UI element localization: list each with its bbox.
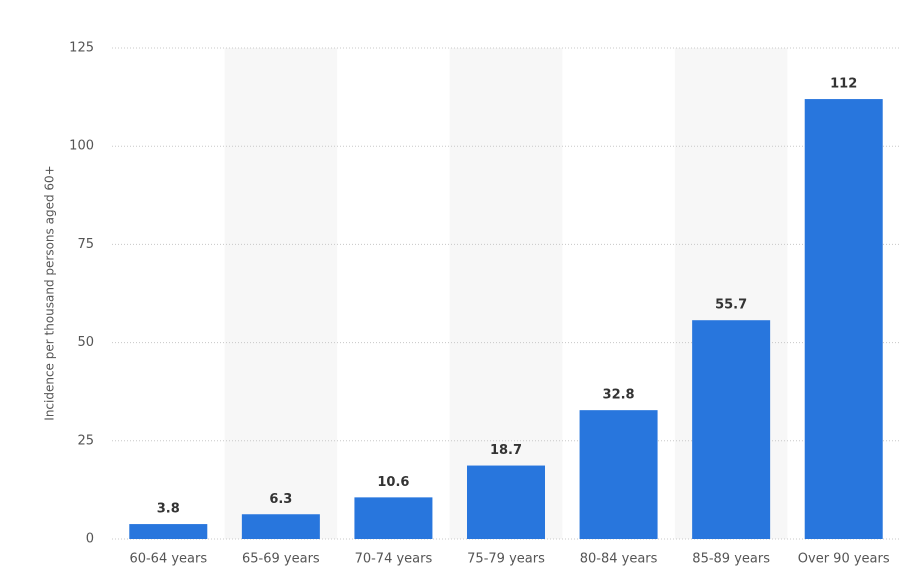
y-axis-label: Incidence per thousand persons aged 60+	[43, 165, 57, 420]
y-tick-label: 100	[69, 139, 94, 154]
value-label: 32.8	[603, 388, 635, 403]
bar	[579, 410, 658, 539]
value-label: 112	[830, 77, 857, 92]
y-tick-label: 50	[77, 335, 94, 350]
x-tick-label: 70-74 years	[355, 552, 433, 567]
y-tick-label: 0	[86, 532, 94, 547]
bar	[354, 497, 433, 539]
y-tick-label: 125	[69, 41, 94, 56]
x-tick-label: 60-64 years	[129, 552, 207, 567]
bar	[241, 514, 320, 539]
value-label: 10.6	[377, 475, 409, 490]
bar	[692, 320, 771, 539]
x-tick-label: 80-84 years	[580, 552, 658, 567]
y-tick-label: 25	[77, 433, 94, 448]
x-tick-label: 75-79 years	[467, 552, 545, 567]
x-tick-label: 65-69 years	[242, 552, 320, 567]
x-tick-label: Over 90 years	[798, 552, 890, 567]
value-label: 6.3	[269, 492, 292, 507]
value-label: 55.7	[715, 298, 747, 313]
bar	[804, 99, 883, 540]
x-tick-label: 85-89 years	[692, 552, 770, 567]
value-label: 3.8	[157, 502, 180, 517]
bar	[467, 465, 545, 539]
band-shade	[449, 48, 563, 539]
bar	[129, 524, 208, 539]
band-shade	[224, 48, 338, 539]
y-tick-label: 75	[77, 237, 94, 252]
value-label: 18.7	[490, 443, 522, 458]
